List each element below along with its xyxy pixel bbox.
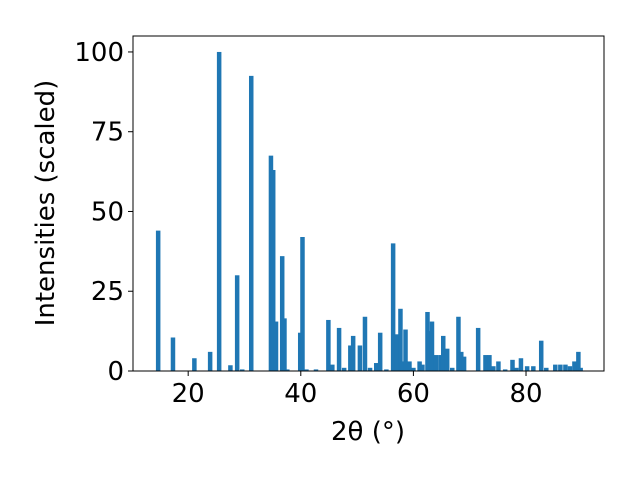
- bar: [514, 367, 519, 371]
- bar: [491, 366, 496, 371]
- bar: [228, 365, 233, 371]
- bar: [170, 337, 176, 371]
- bar: [282, 318, 287, 371]
- bar: [285, 369, 290, 371]
- y-tick-label: 25: [91, 277, 124, 307]
- bar: [572, 361, 577, 371]
- bar: [336, 327, 342, 371]
- x-tick-label: 20: [172, 379, 205, 409]
- bar: [426, 331, 432, 371]
- bar: [192, 358, 197, 371]
- bar: [420, 364, 425, 371]
- bar: [234, 275, 240, 371]
- bar: [357, 345, 363, 371]
- bar: [207, 351, 213, 371]
- bar: [239, 369, 245, 371]
- bar: [394, 334, 400, 371]
- bar: [350, 335, 356, 371]
- bar: [510, 359, 515, 371]
- bar: [300, 237, 305, 371]
- bar: [538, 340, 544, 371]
- bar: [248, 75, 254, 371]
- x-tick-label: 80: [509, 379, 542, 409]
- bar: [531, 366, 536, 371]
- bar: [304, 369, 309, 371]
- bar: [567, 366, 573, 371]
- y-axis-label: Intensities (scaled): [31, 80, 61, 327]
- bar: [407, 361, 412, 371]
- bar: [411, 367, 416, 371]
- bar: [390, 243, 396, 371]
- bar: [341, 367, 347, 371]
- bar: [544, 367, 549, 371]
- bar: [456, 316, 461, 371]
- y-tick-label: 50: [91, 197, 124, 227]
- bar: [279, 256, 285, 371]
- bar: [273, 321, 279, 371]
- bar: [444, 348, 450, 371]
- bar: [417, 361, 422, 371]
- bar: [438, 355, 443, 371]
- bar: [348, 345, 353, 371]
- bar: [362, 316, 368, 371]
- bar: [399, 361, 405, 371]
- bar: [576, 351, 581, 371]
- bar: [502, 369, 508, 371]
- y-tick-label: 75: [91, 118, 124, 148]
- y-tick-label: 0: [107, 357, 124, 387]
- bar: [483, 355, 488, 371]
- bar: [524, 366, 530, 371]
- x-tick-label: 40: [284, 379, 317, 409]
- bar: [563, 364, 568, 371]
- bar: [403, 329, 408, 371]
- bar: [433, 355, 439, 371]
- bar: [578, 367, 583, 371]
- x-tick-label: 60: [397, 379, 430, 409]
- bar: [459, 351, 464, 371]
- bar: [367, 367, 373, 371]
- x-axis-label: 2θ (°): [331, 417, 405, 447]
- plot-frame: [132, 35, 605, 372]
- bar: [330, 364, 335, 371]
- bar: [440, 335, 446, 371]
- bar: [268, 155, 274, 371]
- bar: [553, 364, 558, 371]
- bar: [313, 369, 319, 371]
- bar: [496, 361, 501, 371]
- bar: [377, 332, 383, 371]
- bar: [270, 170, 276, 371]
- bar: [398, 308, 403, 371]
- bar: [475, 327, 481, 371]
- bar: [216, 51, 222, 371]
- bar: [429, 321, 435, 371]
- bar: [384, 369, 389, 371]
- bar: [326, 319, 331, 371]
- bar: [461, 356, 467, 371]
- bar: [518, 358, 524, 371]
- bar: [450, 367, 455, 371]
- bar: [373, 363, 379, 371]
- y-tick-label: 100: [74, 38, 124, 68]
- bar: [155, 230, 161, 371]
- bar: [558, 364, 563, 371]
- bar: [487, 355, 492, 371]
